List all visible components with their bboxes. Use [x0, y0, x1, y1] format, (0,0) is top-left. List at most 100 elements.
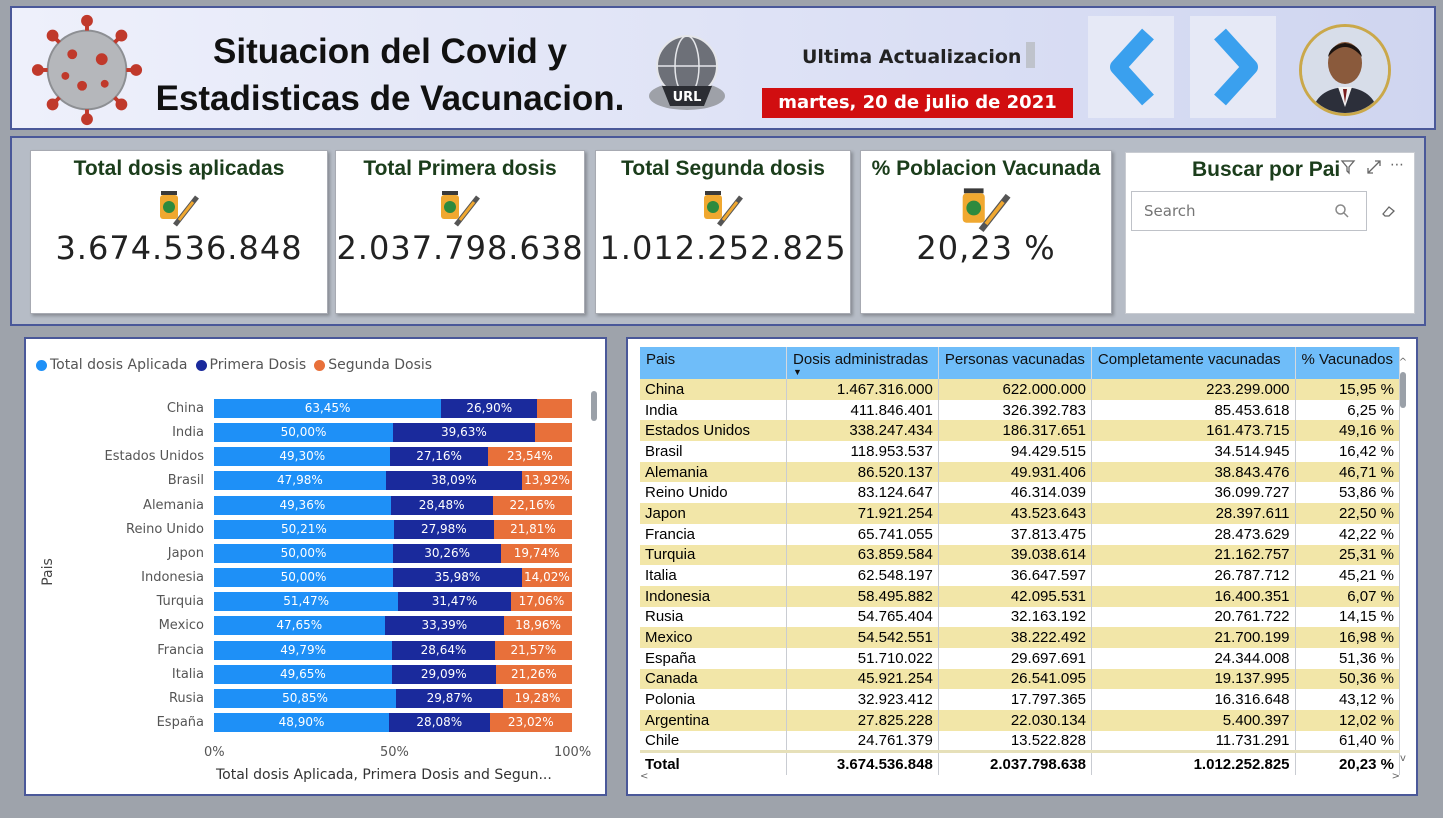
- scroll-left-icon[interactable]: <: [640, 771, 649, 782]
- bar-segment[interactable]: [534, 423, 572, 443]
- table-cell: 22,50 %: [1295, 503, 1401, 524]
- bar-segment[interactable]: 18,96%: [504, 616, 572, 636]
- bar-segment[interactable]: 35,98%: [393, 568, 522, 588]
- filter-icon[interactable]: [1340, 159, 1356, 175]
- bar-segment[interactable]: 50,00%: [214, 568, 393, 588]
- eraser-icon[interactable]: [1380, 203, 1396, 219]
- table-row[interactable]: Rusia 54.765.404 32.163.192 20.761.722 14,15…: [640, 606, 1401, 628]
- legend-item-total[interactable]: Total dosis Aplicada: [36, 357, 188, 373]
- bar-segment[interactable]: 50,00%: [214, 543, 393, 563]
- table-row[interactable]: Estados Unidos 338.247.434 186.317.651 161.…: [640, 420, 1401, 442]
- bar-segment[interactable]: 47,98%: [214, 471, 386, 491]
- scroll-thumb[interactable]: [1400, 372, 1406, 408]
- column-header-personas[interactable]: Personas vacunadas: [938, 347, 1092, 379]
- bar-segment[interactable]: 28,64%: [392, 640, 495, 660]
- scroll-up-icon[interactable]: ^: [1398, 357, 1408, 368]
- table-row[interactable]: Brasil 118.953.537 94.429.515 34.514.945 16,…: [640, 441, 1401, 462]
- bar-segment[interactable]: 50,85%: [214, 688, 397, 708]
- bar-segment[interactable]: 50,00%: [214, 423, 393, 443]
- bar-segment[interactable]: 19,28%: [502, 688, 572, 708]
- legend-item-first[interactable]: Primera Dosis: [195, 357, 306, 373]
- bar-segment[interactable]: 49,79%: [214, 640, 393, 660]
- scroll-right-icon[interactable]: >: [1391, 771, 1400, 782]
- table-row[interactable]: Indonesia 58.495.882 42.095.531 16.400.351 6…: [640, 585, 1401, 607]
- table-row[interactable]: Argentina 27.825.228 22.030.134 5.400.397 12…: [640, 710, 1401, 731]
- bar-segment[interactable]: 27,98%: [393, 519, 494, 539]
- kpi-card-second-dose: Total Segunda dosis 1.012.252.825: [595, 150, 851, 314]
- table-row[interactable]: Turquia 63.859.584 39.038.614 21.162.757 25,…: [640, 544, 1401, 566]
- bar-segment[interactable]: 19,74%: [501, 543, 572, 563]
- bar-segment[interactable]: 38,09%: [385, 471, 523, 491]
- bar-segment[interactable]: 21,57%: [494, 640, 572, 660]
- table-row[interactable]: India 411.846.401 326.392.783 85.453.618 6,2…: [640, 399, 1401, 421]
- table-row[interactable]: China 1.467.316.000 622.000.000 223.299.000…: [640, 379, 1401, 400]
- bar-segment[interactable]: 27,16%: [390, 447, 488, 467]
- column-header-pais[interactable]: Pais: [640, 347, 788, 379]
- table-row[interactable]: Reino Unido 83.124.647 46.314.039 36.099.72…: [640, 482, 1401, 504]
- bar-segment[interactable]: 49,36%: [214, 495, 391, 515]
- more-options-icon[interactable]: ⋯: [1390, 157, 1404, 173]
- bar-segment[interactable]: 48,90%: [214, 712, 390, 732]
- column-header-porcentaje[interactable]: % Vacunados: [1295, 347, 1401, 379]
- search-input[interactable]: [1131, 191, 1367, 231]
- bar-segment[interactable]: 49,65%: [214, 664, 392, 684]
- focus-mode-icon[interactable]: [1366, 159, 1382, 175]
- bar-segment[interactable]: 21,81%: [493, 519, 572, 539]
- table-row[interactable]: Mexico 54.542.551 38.222.492 21.700.199 16,9…: [640, 627, 1401, 648]
- table-cell: 13.522.828: [938, 730, 1092, 752]
- vaccine-icon: [441, 191, 480, 227]
- bar-segment[interactable]: 23,02%: [489, 712, 572, 732]
- table-cell: 36.647.597: [938, 565, 1092, 586]
- country-search-slicer: Buscar por Pais ⋯: [1125, 152, 1415, 314]
- bar-segment[interactable]: 14,02%: [521, 568, 572, 588]
- table-row[interactable]: Francia 65.741.055 37.813.475 28.473.629 42,…: [640, 523, 1401, 545]
- bar-segment[interactable]: 29,09%: [391, 664, 496, 684]
- bar-segment[interactable]: 49,30%: [214, 447, 391, 467]
- table-row[interactable]: Alemania 86.520.137 49.931.406 38.843.476 46…: [640, 461, 1401, 483]
- table-cell: Rusia: [640, 606, 788, 628]
- table-horizontal-scrollbar[interactable]: < >: [640, 771, 1400, 782]
- bar-row: Italia 49,65% 29,09% 21,26%: [26, 664, 586, 685]
- bar-segment[interactable]: 26,90%: [441, 399, 538, 418]
- table-cell: 26.541.095: [938, 668, 1092, 690]
- table-row[interactable]: Polonia 32.923.412 17.797.365 16.316.648 43,…: [640, 689, 1401, 710]
- bar-segment[interactable]: 28,48%: [390, 495, 493, 515]
- bar-segment[interactable]: 29,87%: [396, 688, 503, 708]
- bar-segment[interactable]: 33,39%: [384, 616, 505, 636]
- table-row[interactable]: España 51.710.022 29.697.691 24.344.008 51,3…: [640, 647, 1401, 669]
- bar-row: Francia 49,79% 28,64% 21,57%: [26, 640, 586, 661]
- bar-segment[interactable]: 47,65%: [214, 616, 385, 636]
- back-button[interactable]: [1088, 16, 1174, 118]
- chart-scrollbar[interactable]: [591, 391, 597, 421]
- bar-segment[interactable]: 13,92%: [522, 471, 572, 491]
- bar-segment[interactable]: 39,63%: [393, 423, 535, 443]
- table-cell: Canada: [640, 668, 788, 690]
- legend-item-second[interactable]: Segunda Dosis: [314, 357, 432, 373]
- column-header-dosis[interactable]: Dosis administradas ▼: [786, 347, 939, 379]
- forward-button[interactable]: [1190, 16, 1276, 118]
- bar-segment[interactable]: 17,06%: [510, 592, 572, 612]
- table-row[interactable]: Canada 45.921.254 26.541.095 19.137.995 50,3…: [640, 668, 1401, 690]
- bar-segment[interactable]: 22,16%: [492, 495, 572, 515]
- column-header-completamente[interactable]: Completamente vacunadas: [1091, 347, 1296, 379]
- bar-segment[interactable]: [537, 399, 572, 418]
- bar-segment[interactable]: 30,26%: [393, 543, 502, 563]
- table-row[interactable]: Italia 62.548.197 36.647.597 26.787.712 45,2…: [640, 565, 1401, 586]
- table-cell: 6,07 %: [1295, 585, 1401, 607]
- bar-segment[interactable]: 21,26%: [495, 664, 572, 684]
- bar-segment[interactable]: 51,47%: [214, 592, 399, 612]
- bar-row: España 48,90% 28,08% 23,02%: [26, 712, 586, 733]
- bar-segment[interactable]: 50,21%: [214, 519, 394, 539]
- table-row[interactable]: Chile 24.761.379 13.522.828 11.731.291 61,40…: [640, 730, 1401, 752]
- table-vertical-scrollbar[interactable]: ^ v: [1398, 357, 1408, 767]
- table-row[interactable]: Japon 71.921.254 43.523.643 28.397.611 22,50…: [640, 503, 1401, 524]
- bar-segment[interactable]: 23,54%: [487, 447, 572, 467]
- bar-segment[interactable]: 28,08%: [389, 712, 490, 732]
- x-tick-label: 0%: [204, 745, 225, 760]
- table-cell: 6,25 %: [1295, 399, 1401, 421]
- bar-segment[interactable]: 31,47%: [398, 592, 511, 612]
- avatar: [1299, 24, 1391, 116]
- scroll-down-icon[interactable]: v: [1400, 753, 1406, 764]
- bar-segment[interactable]: 63,45%: [214, 399, 442, 418]
- table-cell: 39.038.614: [938, 544, 1092, 566]
